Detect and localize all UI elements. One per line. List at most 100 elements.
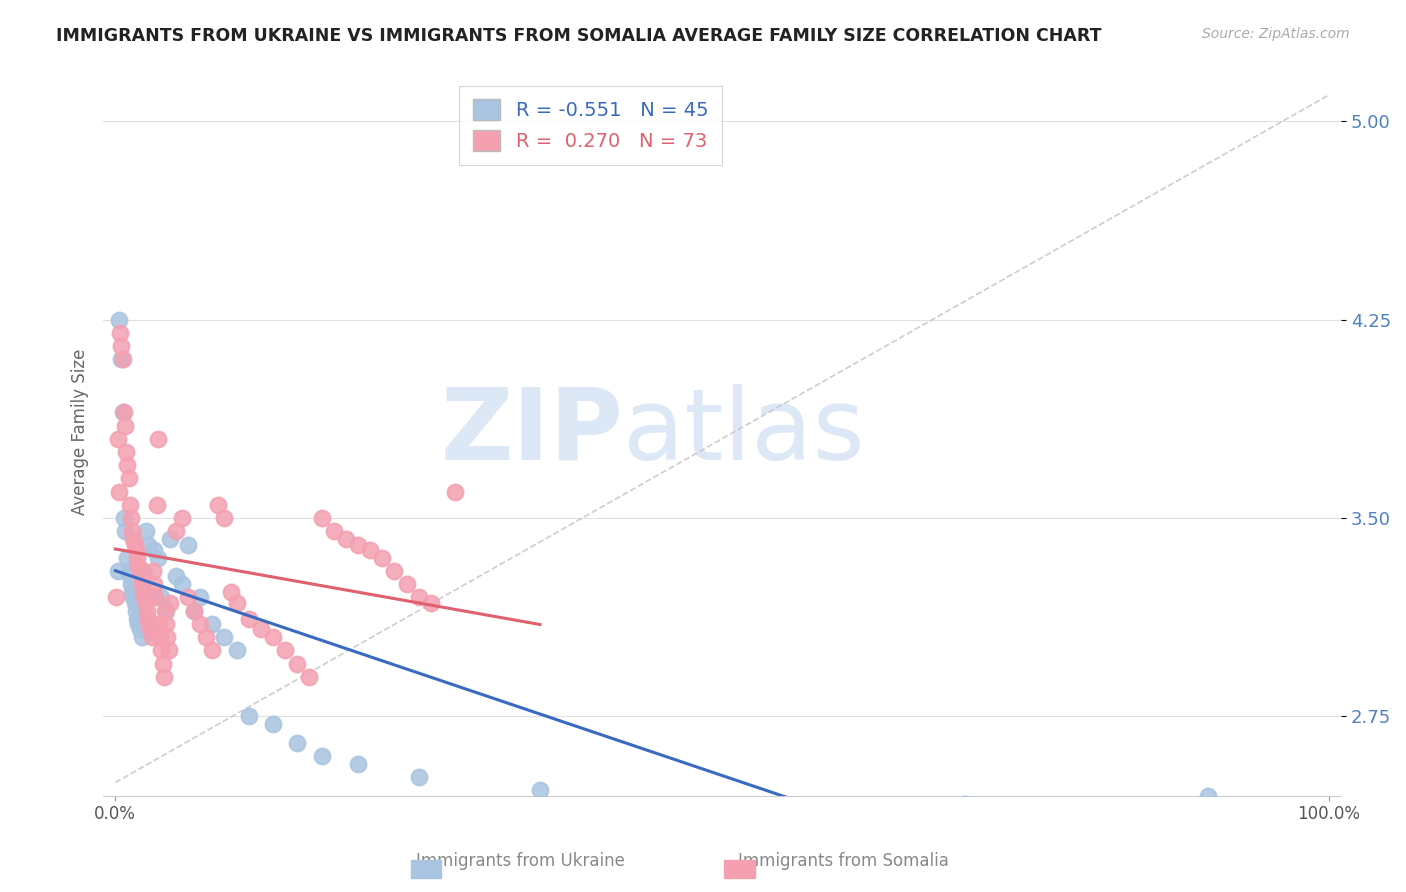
Y-axis label: Average Family Size: Average Family Size [72, 349, 89, 516]
Point [153, 670, 176, 684]
Point [347, 537, 370, 551]
Point [136, 537, 159, 551]
Point [110, 339, 132, 353]
Point [112, 511, 135, 525]
Point [359, 542, 381, 557]
Point [143, 577, 166, 591]
Point [183, 604, 205, 618]
Legend: R = -0.551   N = 45, R =  0.270   N = 73: R = -0.551 N = 45, R = 0.270 N = 73 [460, 86, 723, 165]
Point [219, 585, 242, 599]
Point [322, 524, 344, 539]
Point [165, 569, 187, 583]
Point [347, 757, 370, 772]
Point [117, 564, 139, 578]
Point [156, 630, 179, 644]
Point [135, 604, 157, 618]
Point [107, 432, 129, 446]
Text: Immigrants from Somalia: Immigrants from Somalia [738, 852, 949, 870]
Point [134, 564, 156, 578]
Point [201, 616, 224, 631]
Point [112, 405, 135, 419]
Point [132, 585, 155, 599]
Point [250, 622, 273, 636]
Point [127, 558, 149, 573]
Point [238, 611, 260, 625]
Point [141, 630, 163, 644]
Point [262, 630, 284, 644]
Point [121, 585, 143, 599]
Point [238, 709, 260, 723]
Point [139, 622, 162, 636]
Point [134, 591, 156, 605]
Point [165, 524, 187, 539]
Point [298, 670, 321, 684]
Point [149, 630, 172, 644]
Text: Source: ZipAtlas.com: Source: ZipAtlas.com [1202, 27, 1350, 41]
Point [262, 717, 284, 731]
Point [145, 498, 167, 512]
Point [225, 596, 247, 610]
Point [159, 533, 181, 547]
Point [188, 591, 211, 605]
Point [311, 749, 333, 764]
Point [207, 498, 229, 512]
Point [444, 484, 467, 499]
Point [177, 591, 200, 605]
Point [114, 418, 136, 433]
Point [170, 577, 193, 591]
Point [117, 550, 139, 565]
Point [214, 630, 236, 644]
Point [153, 604, 176, 618]
Text: ZIP: ZIP [440, 384, 623, 481]
Point [335, 533, 357, 547]
Point [124, 537, 146, 551]
Point [128, 622, 150, 636]
Point [155, 616, 177, 631]
Point [150, 643, 173, 657]
Point [131, 630, 153, 644]
Point [311, 511, 333, 525]
Point [285, 736, 308, 750]
Point [150, 591, 173, 605]
Point [127, 616, 149, 631]
Point [142, 564, 165, 578]
Point [122, 533, 145, 547]
Point [225, 643, 247, 657]
Point [170, 511, 193, 525]
Point [125, 604, 148, 618]
Point [120, 577, 142, 591]
Text: IMMIGRANTS FROM UKRAINE VS IMMIGRANTS FROM SOMALIA AVERAGE FAMILY SIZE CORRELATI: IMMIGRANTS FROM UKRAINE VS IMMIGRANTS FR… [56, 27, 1102, 45]
Point [124, 596, 146, 610]
Point [115, 445, 138, 459]
Point [183, 604, 205, 618]
Point [135, 524, 157, 539]
Point [395, 577, 418, 591]
Text: atlas: atlas [623, 384, 865, 481]
Point [408, 770, 430, 784]
Point [111, 352, 134, 367]
Point [118, 498, 141, 512]
Point [143, 591, 166, 605]
Text: Immigrants from Ukraine: Immigrants from Ukraine [416, 852, 624, 870]
Point [146, 550, 169, 565]
Point [118, 569, 141, 583]
Point [195, 630, 218, 644]
Point [131, 577, 153, 591]
Point [125, 542, 148, 557]
Point [127, 550, 149, 565]
Point [110, 352, 132, 367]
Point [408, 591, 430, 605]
Point [384, 564, 406, 578]
Point [711, 829, 734, 843]
Point [214, 511, 236, 525]
Point [136, 611, 159, 625]
Point [148, 616, 170, 631]
Point [128, 564, 150, 578]
Point [114, 524, 136, 539]
Point [529, 783, 551, 797]
Point [108, 484, 131, 499]
Point [143, 542, 166, 557]
Point [107, 564, 129, 578]
Point [285, 657, 308, 671]
Point [111, 405, 134, 419]
